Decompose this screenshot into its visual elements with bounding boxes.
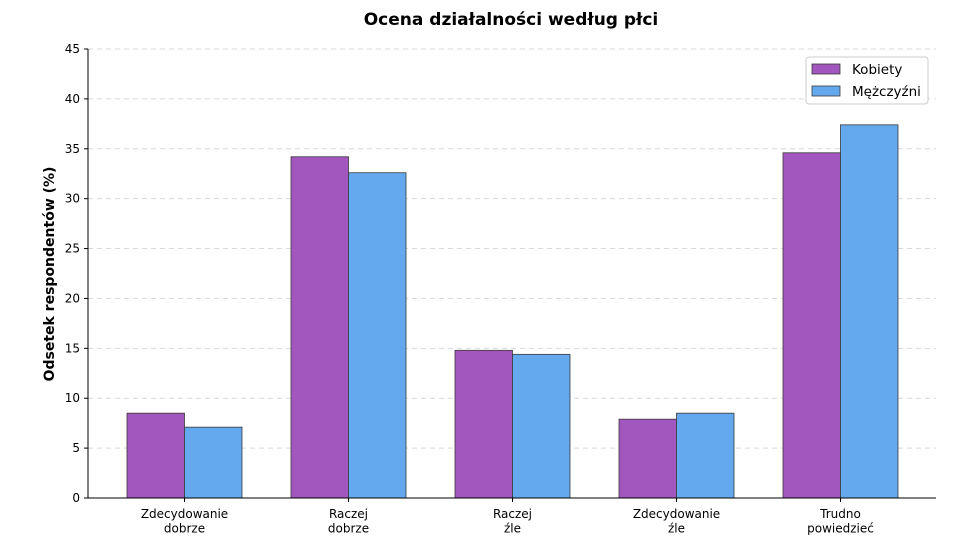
chart-title: Ocena działalności według płci — [364, 10, 659, 30]
bar — [348, 172, 407, 499]
axes — [84, 48, 936, 502]
bar — [290, 156, 349, 499]
bar — [840, 124, 899, 499]
bar — [184, 426, 243, 499]
y-tick-label: 20 — [65, 291, 80, 305]
x-tick-label: Zdecydowanie dobrze — [141, 507, 228, 536]
y-tick-label: 45 — [65, 42, 80, 56]
x-tick-label-line: źle — [504, 522, 521, 536]
x-tick-label-line: dobrze — [328, 522, 369, 536]
bar — [512, 353, 571, 499]
legend-label: Kobiety — [852, 62, 902, 78]
legend-swatch — [811, 63, 841, 75]
x-tick-label: Zdecydowanie źle — [633, 507, 720, 536]
legend-label: Mężczyźni — [852, 84, 921, 100]
x-tick-label-line: Raczej — [493, 507, 532, 521]
x-tick-label-line: Trudno — [819, 507, 861, 521]
x-tick-label: Trudno powiedzieć — [807, 507, 874, 536]
y-tick-label: 15 — [65, 341, 80, 355]
y-tick-label: 35 — [65, 142, 80, 156]
bars — [126, 124, 899, 499]
bar — [126, 412, 185, 499]
y-tick-label: 5 — [72, 441, 80, 455]
x-tick-label-line: dobrze — [164, 522, 205, 536]
bar — [454, 349, 513, 499]
bar — [676, 412, 735, 499]
x-tick-label-line: Raczej — [329, 507, 368, 521]
x-tick-label-line: Zdecydowanie — [633, 507, 720, 521]
bar — [782, 152, 841, 499]
x-tick-label-line: źle — [668, 522, 685, 536]
bar — [618, 418, 677, 499]
y-tick-label: 40 — [65, 92, 80, 106]
y-tick-label: 10 — [65, 391, 80, 405]
legend: Kobiety Mężczyźni — [805, 56, 929, 105]
y-tick-label: 30 — [65, 192, 80, 206]
legend-swatch — [811, 85, 841, 97]
y-tick-label: 25 — [65, 242, 80, 256]
x-tick-label-line: powiedzieć — [807, 522, 874, 536]
y-tick-labels: 0 5 10 15 20 25 30 35 40 45 — [65, 42, 80, 505]
y-tick-label: 0 — [72, 491, 80, 505]
x-tick-label: Raczej źle — [493, 507, 532, 536]
y-axis-label: Odsetek respondentów (%) — [42, 167, 58, 382]
x-tick-label-line: Zdecydowanie — [141, 507, 228, 521]
x-tick-label: Raczej dobrze — [328, 507, 369, 536]
